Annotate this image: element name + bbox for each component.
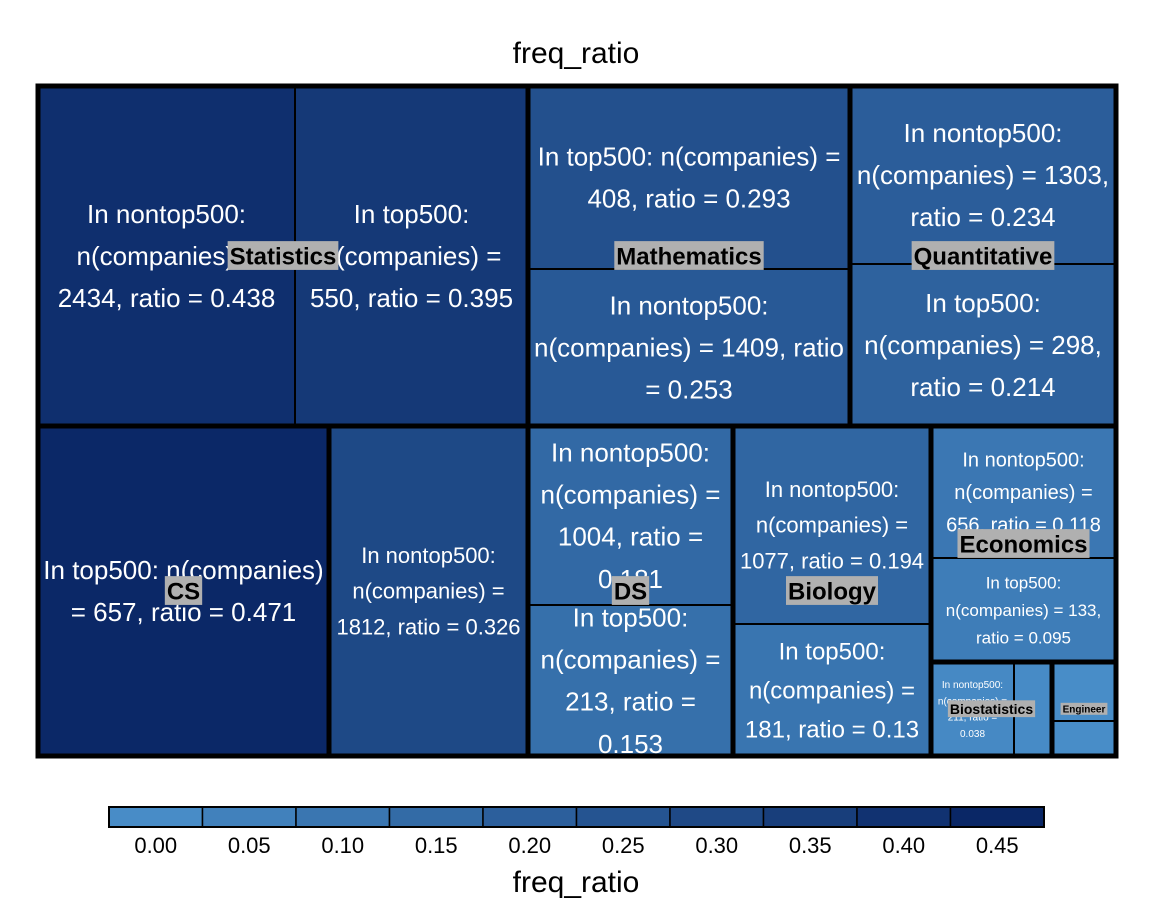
tile-ds-top500 [527,604,734,757]
tile-label-biology-nontop500: In nontop500: n(companies) = 1077, ratio =… [740,477,924,573]
colorbar-tick-label: 0.05 [228,833,271,858]
tile-quantitative-nontop500 [849,85,1117,265]
tile-biology-top500 [732,623,932,757]
colorbar-frame [108,806,1045,828]
colorbar-legend: 0.00 0.05 0.10 0.15 0.20 0.25 0.30 0.35 0.40 0.45… [108,806,1045,899]
colorbar-cell [669,806,765,828]
tile-label-mathematics-nontop500: In nontop500: n(companies) = 1409, ratio =… [534,290,844,404]
group-label-bg-biostatistics [947,700,1036,718]
tile-quantitative-top500 [849,263,1117,427]
colorbar-tick-label: 0.15 [415,833,458,858]
group-label-bg-quantitative [911,241,1055,270]
group-label-bg-economics [957,529,1090,558]
treemap-outer-border [35,83,1119,759]
treemap-leaves: In nontop500: n(companies) = 2434, ratio =… [37,85,1117,758]
group-label-biostatistics: Biostatistics [950,701,1033,717]
tile-label-ds-nontop500: In nontop500: n(companies) = 1004, ratio =… [541,437,721,593]
group-label-ds: DS [614,579,647,606]
colorbar-cell [575,806,671,828]
tile-cs-nontop500 [328,425,529,757]
group-label-bg-statistics [227,241,339,270]
group-label-bg-mathematics [614,241,764,270]
group-label-bg-biology [786,576,878,605]
group-label-bg-ds [611,576,650,605]
colorbar-tick-label: 0.35 [789,833,832,858]
group-label-mathematics: Mathematics [616,244,761,271]
colorbar-cell [762,806,858,828]
colorbar-tick-label: 0.25 [602,833,645,858]
colorbar-cell [949,806,1045,828]
colorbar-tick-label: 0.45 [976,833,1019,858]
legend-title: freq_ratio [513,866,640,899]
group-label-biology: Biology [788,579,877,606]
colorbar-tick-label: 0.10 [321,833,364,858]
tile-label-ds-top500: In top500: n(companies) = 213, ratio = 0.15… [541,602,721,758]
colorbar-cell [108,806,204,828]
tile-label-quantitative-nontop500: In nontop500: n(companies) = 1303, ratio =… [857,118,1109,232]
group-label-cs: CS [167,579,200,606]
colorbar-cell [388,806,484,828]
tile-label-biology-top500: In top500: n(companies) = 181, ratio = 0.1… [745,639,919,744]
treemap-group-labels: Statistics Mathematics Quantitative CS DS Bio… [164,241,1108,718]
tile-label-statistics-top500: In top500: n(companies) = 550, ratio = 0.3… [310,199,513,313]
group-label-statistics: Statistics [230,244,337,271]
tile-label-mathematics-top500: In top500: n(companies) = 408, ratio = 0.… [538,142,841,214]
group-label-engineer: Engineer [1063,705,1106,716]
tile-mathematics-nontop500 [527,268,851,427]
tile-label-economics-nontop500: In nontop500: n(companies) = 656, ratio = … [946,450,1101,537]
colorbar-cells [108,806,1045,828]
colorbar-tick-label: 0.30 [695,833,738,858]
tile-label-statistics-nontop500: In nontop500: n(companies) = 2434, ratio =… [58,199,276,313]
tile-label-cs-nontop500: In nontop500: n(companies) = 1812, ratio =… [336,543,520,639]
colorbar-ticks: 0.00 0.05 0.10 0.15 0.20 0.25 0.30 0.35 0.40 0.45 [134,833,1018,858]
colorbar-tick-label: 0.20 [508,833,551,858]
colorbar-cell [482,806,578,828]
tile-label-quantitative-top500: In top500: n(companies) = 298, ratio = 0.2… [864,288,1102,402]
group-label-quantitative: Quantitative [914,244,1053,271]
group-label-bg-cs [164,576,203,605]
colorbar-cell [201,806,297,828]
colorbar-tick-label: 0.00 [134,833,177,858]
chart-title: freq_ratio [513,37,640,70]
colorbar-cell [295,806,391,828]
colorbar-cell [856,806,952,828]
group-label-bg-engineer [1060,702,1108,715]
treemap-group-borders [35,83,1119,759]
tile-label-economics-top500: In top500: n(companies) = 133, ratio = 0.0… [946,573,1101,647]
group-label-economics: Economics [959,532,1087,559]
tile-engineer-top500 [1051,720,1117,757]
colorbar-tick-label: 0.40 [882,833,925,858]
